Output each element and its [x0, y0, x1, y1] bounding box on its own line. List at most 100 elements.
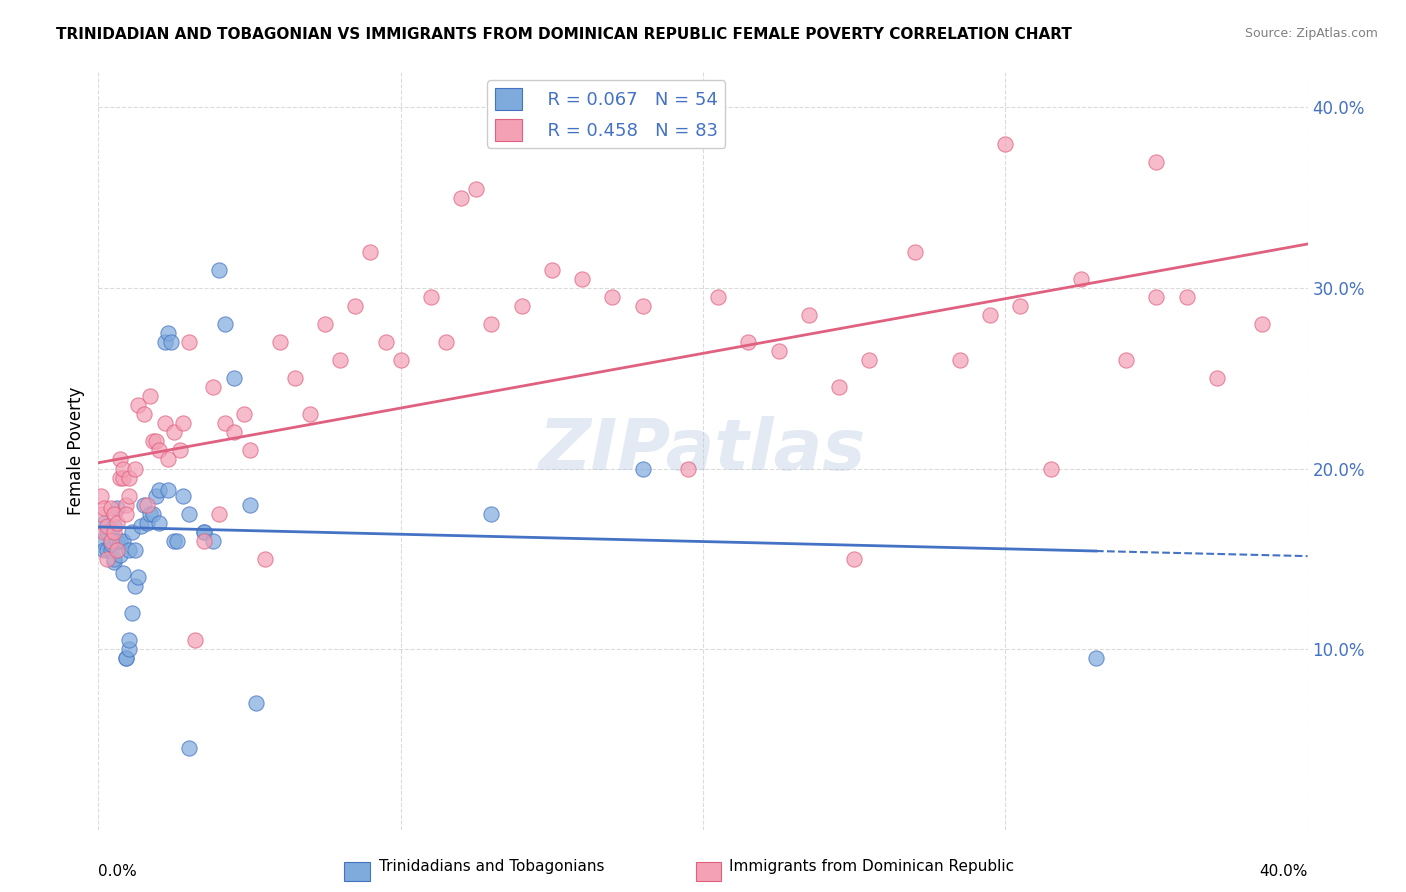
Y-axis label: Female Poverty: Female Poverty: [66, 386, 84, 515]
Point: [540, 263, 562, 277]
Point: [142, 434, 165, 449]
Point: [163, 425, 186, 440]
Point: [179, 507, 201, 521]
Point: [631, 461, 654, 475]
Point: [193, 524, 215, 539]
Point: [160, 335, 183, 350]
Point: [202, 533, 225, 548]
Point: [1085, 651, 1108, 665]
Point: [1070, 272, 1092, 286]
Text: 0.0%: 0.0%: [98, 863, 138, 879]
Point: [481, 317, 503, 331]
Point: [949, 353, 972, 368]
Point: [193, 533, 215, 548]
Point: [465, 182, 488, 196]
Point: [118, 489, 141, 503]
Point: [163, 533, 186, 548]
Point: [450, 191, 472, 205]
Point: [108, 452, 131, 467]
Point: [103, 551, 125, 566]
Point: [103, 555, 125, 569]
Point: [124, 579, 146, 593]
Point: [114, 498, 136, 512]
Point: [145, 489, 167, 503]
Point: [299, 408, 322, 422]
Point: [135, 516, 157, 530]
Point: [118, 470, 141, 484]
Point: [114, 651, 136, 665]
Point: [214, 317, 236, 331]
Point: [96, 524, 118, 539]
Point: [148, 443, 170, 458]
Point: [245, 696, 267, 710]
Point: [90, 507, 112, 521]
Point: [105, 501, 128, 516]
Point: [314, 317, 336, 331]
Point: [156, 483, 179, 498]
Point: [1144, 290, 1167, 304]
Point: [96, 542, 118, 557]
Point: [239, 443, 262, 458]
Point: [1206, 371, 1229, 385]
Point: [124, 542, 146, 557]
Point: [118, 542, 141, 557]
Point: [1115, 353, 1137, 368]
Point: [858, 353, 880, 368]
Point: [844, 551, 866, 566]
Point: [93, 516, 115, 530]
Point: [121, 524, 143, 539]
Point: [510, 299, 533, 313]
Point: [118, 633, 141, 648]
Point: [571, 272, 593, 286]
Point: [253, 551, 276, 566]
Point: [139, 389, 162, 403]
Point: [153, 335, 176, 350]
Text: TRINIDADIAN AND TOBAGONIAN VS IMMIGRANTS FROM DOMINICAN REPUBLIC FEMALE POVERTY : TRINIDADIAN AND TOBAGONIAN VS IMMIGRANTS…: [56, 27, 1073, 42]
Point: [172, 417, 194, 431]
Point: [166, 533, 188, 548]
Point: [111, 533, 134, 548]
Point: [202, 380, 225, 394]
Point: [90, 533, 112, 548]
Point: [239, 498, 262, 512]
Point: [148, 516, 170, 530]
Point: [127, 570, 149, 584]
Point: [179, 335, 201, 350]
Point: [344, 299, 367, 313]
Point: [114, 651, 136, 665]
Point: [111, 470, 134, 484]
Point: [1251, 317, 1274, 331]
Point: [100, 542, 122, 557]
Point: [100, 501, 122, 516]
Point: [224, 371, 246, 385]
Point: [979, 308, 1001, 322]
Point: [828, 380, 851, 394]
Point: [103, 519, 125, 533]
Point: [96, 519, 118, 533]
Point: [145, 434, 167, 449]
Point: [224, 425, 246, 440]
Point: [904, 244, 927, 259]
Point: [389, 353, 412, 368]
Text: Trinidadians and Tobagonians: Trinidadians and Tobagonians: [380, 859, 605, 874]
Point: [96, 551, 118, 566]
Point: [108, 548, 131, 562]
Point: [142, 507, 165, 521]
Point: [105, 533, 128, 548]
Point: [737, 335, 759, 350]
Point: [232, 408, 254, 422]
Point: [707, 290, 730, 304]
Point: [114, 507, 136, 521]
Point: [132, 408, 155, 422]
Point: [156, 452, 179, 467]
Legend:   R = 0.067   N = 54,   R = 0.458   N = 83: R = 0.067 N = 54, R = 0.458 N = 83: [488, 80, 725, 148]
Point: [193, 524, 215, 539]
Point: [129, 519, 152, 533]
Point: [103, 507, 125, 521]
Point: [994, 136, 1017, 151]
Point: [93, 501, 115, 516]
Point: [602, 290, 624, 304]
Point: [1144, 154, 1167, 169]
Point: [111, 461, 134, 475]
Point: [374, 335, 396, 350]
